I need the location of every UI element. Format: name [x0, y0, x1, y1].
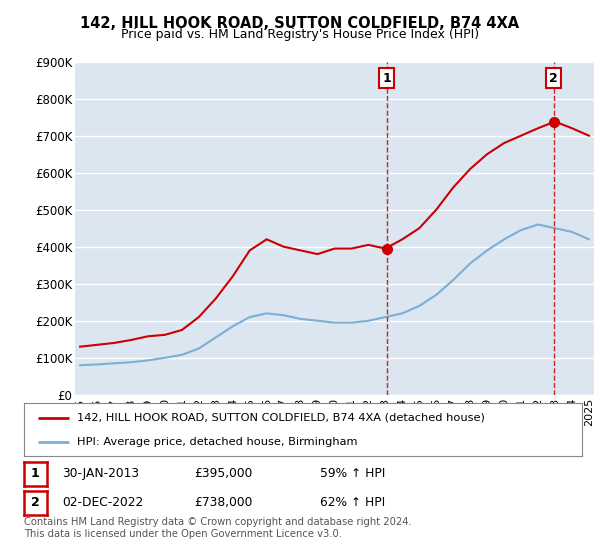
Text: 30-JAN-2013: 30-JAN-2013	[62, 467, 139, 480]
Text: 2: 2	[549, 72, 558, 85]
Text: 1: 1	[382, 72, 391, 85]
Text: 2: 2	[31, 496, 40, 510]
Text: £395,000: £395,000	[194, 467, 252, 480]
Text: 1: 1	[31, 467, 40, 480]
Text: £738,000: £738,000	[194, 496, 252, 510]
Text: 142, HILL HOOK ROAD, SUTTON COLDFIELD, B74 4XA (detached house): 142, HILL HOOK ROAD, SUTTON COLDFIELD, B…	[77, 413, 485, 423]
Text: HPI: Average price, detached house, Birmingham: HPI: Average price, detached house, Birm…	[77, 437, 358, 447]
Text: Contains HM Land Registry data © Crown copyright and database right 2024.
This d: Contains HM Land Registry data © Crown c…	[24, 517, 412, 539]
Text: 02-DEC-2022: 02-DEC-2022	[62, 496, 143, 510]
Text: 62% ↑ HPI: 62% ↑ HPI	[320, 496, 385, 510]
Text: Price paid vs. HM Land Registry's House Price Index (HPI): Price paid vs. HM Land Registry's House …	[121, 28, 479, 41]
Text: 59% ↑ HPI: 59% ↑ HPI	[320, 467, 385, 480]
Text: 142, HILL HOOK ROAD, SUTTON COLDFIELD, B74 4XA: 142, HILL HOOK ROAD, SUTTON COLDFIELD, B…	[80, 16, 520, 31]
